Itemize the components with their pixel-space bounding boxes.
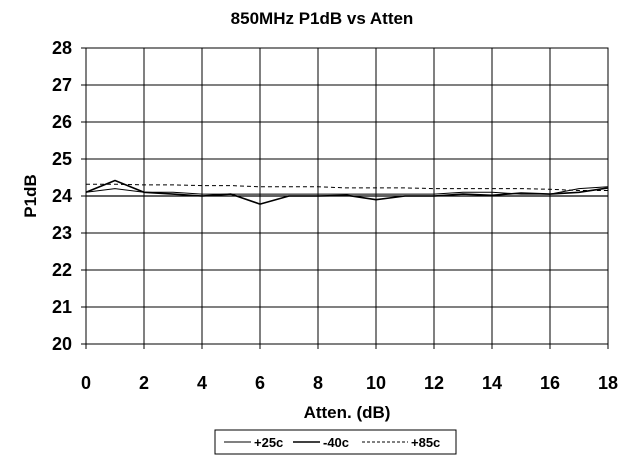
y-axis-ticks: 20 21 22 23 24 25 26 27 28 [52, 38, 86, 354]
y-tick-label: 22 [52, 260, 72, 280]
x-tick-label: 4 [197, 373, 207, 393]
x-tick-label: 12 [424, 373, 444, 393]
legend-box [214, 429, 457, 455]
chart-title: 850MHz P1dB vs Atten [231, 9, 414, 28]
series-line-minus40c [85, 179, 609, 205]
x-axis-ticks: 0 2 4 6 8 10 12 14 16 18 [81, 344, 618, 393]
x-tick-label: 6 [255, 373, 265, 393]
y-tick-label: 20 [52, 334, 72, 354]
x-tick-label: 0 [81, 373, 91, 393]
y-axis-label: P1dB [21, 174, 40, 217]
x-tick-label: 8 [313, 373, 323, 393]
y-tick-label: 28 [52, 38, 72, 58]
y-tick-label: 21 [52, 297, 72, 317]
series-line-plus25c [85, 186, 609, 195]
legend-label-plus85c: +85c [411, 435, 440, 450]
x-tick-label: 14 [482, 373, 502, 393]
y-tick-label: 24 [52, 186, 72, 206]
y-tick-label: 26 [52, 112, 72, 132]
legend-label-plus25c: +25c [254, 435, 283, 450]
x-axis-label: Atten. (dB) [304, 403, 391, 422]
x-tick-label: 10 [366, 373, 386, 393]
y-tick-label: 27 [52, 75, 72, 95]
x-tick-label: 18 [598, 373, 618, 393]
y-tick-label: 23 [52, 223, 72, 243]
legend-label-minus40c: -40c [323, 435, 349, 450]
x-tick-label: 2 [139, 373, 149, 393]
y-tick-label: 25 [52, 149, 72, 169]
series-line-plus85c [86, 183, 608, 191]
legend: +25c -40c +85c [214, 429, 457, 455]
x-tick-label: 16 [540, 373, 560, 393]
series-lines [85, 179, 609, 205]
